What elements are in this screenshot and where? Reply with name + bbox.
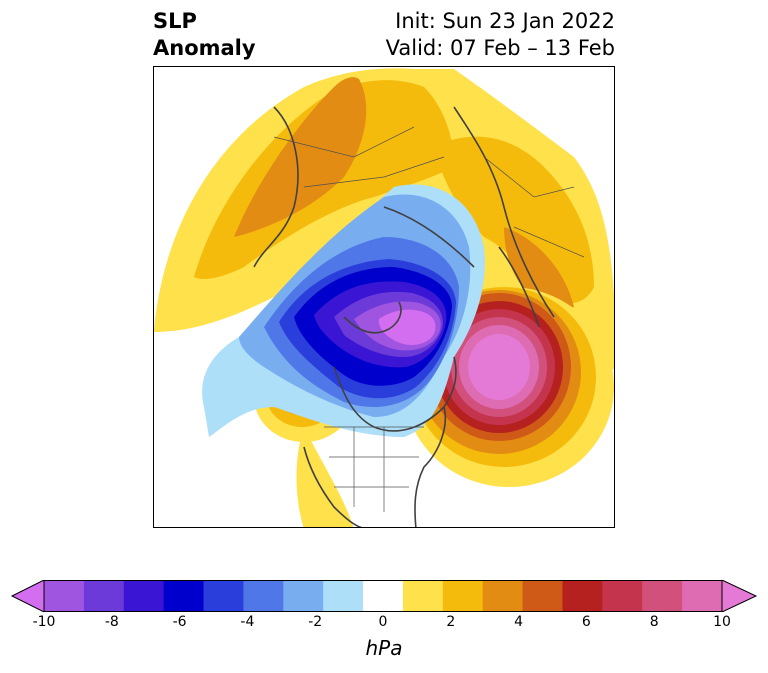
colorbar-segment: [602, 580, 643, 612]
colorbar-tick-label: 2: [446, 614, 456, 630]
map-title: SLP Anomaly: [153, 8, 256, 62]
colorbar-tick-label: -8: [104, 614, 119, 630]
colorbar-segment: [243, 580, 284, 612]
colorbar-segment: [283, 580, 324, 612]
colorbar-segments: [10, 580, 758, 612]
colorbar-tick-label: 8: [649, 614, 659, 630]
colorbar-tick-label: -10: [32, 614, 56, 630]
colorbar-tick-label: 4: [514, 614, 524, 630]
colorbar-extend-low: [10, 580, 45, 612]
colorbar-segment: [123, 580, 165, 612]
anomaly-map: [153, 66, 615, 528]
colorbar-segment: [442, 580, 484, 612]
colorbar-tick-label: 6: [581, 614, 591, 630]
valid-period: Valid: 07 Feb – 13 Feb: [385, 36, 615, 60]
colorbar: [10, 580, 758, 612]
colorbar-segment: [83, 580, 125, 612]
borders: [273, 126, 585, 512]
date-info: Init: Sun 23 Jan 2022 Valid: 07 Feb – 13…: [386, 8, 615, 62]
colorbar-segment: [522, 580, 563, 612]
map-canvas: [154, 68, 614, 527]
colorbar-outline: [43, 580, 723, 612]
colorbar-segment: [163, 580, 205, 612]
colorbar-tick-label: -2: [308, 614, 323, 630]
arctic-negative-anomaly: [202, 184, 485, 437]
variable-label: SLP: [153, 9, 197, 33]
coastlines: [253, 106, 555, 527]
colorbar-segment: [402, 580, 444, 612]
colorbar-tick-label: -6: [172, 614, 187, 630]
colorbar-ticks: -10 -8 -6 -4 -2 0 2 4 6 8 10: [0, 614, 768, 634]
colorbar-extend-high: [721, 580, 758, 612]
colorbar-tick-label: 10: [713, 614, 731, 630]
colorbar-segment: [44, 580, 85, 612]
colorbar-segment: [363, 580, 404, 612]
colorbar-tick-label: -4: [240, 614, 255, 630]
colorbar-segment: [323, 580, 364, 612]
colorbar-segment: [482, 580, 524, 612]
colorbar-tick-label: 0: [378, 614, 388, 630]
colorbar-segment: [642, 580, 683, 612]
init-date: Init: Sun 23 Jan 2022: [395, 9, 615, 33]
colorbar-segment: [562, 580, 603, 612]
field-type-label: Anomaly: [153, 36, 256, 60]
colorbar-units: hPa: [365, 636, 403, 660]
colorbar-segment: [682, 580, 723, 612]
colorbar-segment: [203, 580, 244, 612]
